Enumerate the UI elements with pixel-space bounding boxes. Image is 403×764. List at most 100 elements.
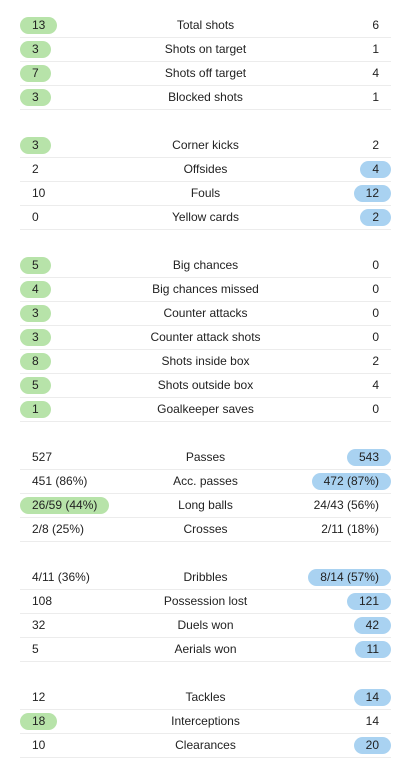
home-value: 2/8 (25%) (20, 521, 96, 538)
stat-label: Big chances (172, 258, 239, 272)
stat-row: 4 Big chances missed 0 (20, 278, 391, 302)
home-value: 5 (20, 641, 51, 658)
away-value: 8/14 (57%) (308, 569, 391, 586)
stat-label: Shots inside box (161, 354, 250, 368)
home-value-text: 4 (20, 281, 51, 298)
stat-row: 108 Possession lost 121 (20, 590, 391, 614)
away-value: 42 (353, 617, 391, 634)
stat-row: 3 Counter attacks 0 (20, 302, 391, 326)
away-value: 472 (87%) (311, 473, 391, 490)
stat-label: Clearances (175, 738, 236, 752)
home-value-text: 10 (32, 186, 46, 200)
away-value: 20 (353, 737, 391, 754)
stat-label: Total shots (176, 18, 235, 32)
stat-row: 10 Fouls 12 (20, 182, 391, 206)
stats-group: 527 Passes 543 451 (86%) Acc. passes 472 (87%… (20, 446, 391, 542)
home-value: 5 (20, 377, 51, 394)
home-value: 26/59 (44%) (20, 497, 110, 514)
away-value: 0 (360, 401, 391, 418)
home-value: 3 (20, 305, 51, 322)
stat-row: 7 Shots off target 4 (20, 62, 391, 86)
home-value: 18 (20, 713, 58, 730)
away-value: 4 (360, 161, 391, 178)
home-value-text: 1 (20, 401, 51, 418)
stat-row: 2/8 (25%) Crosses 2/11 (18%) (20, 518, 391, 542)
away-value-text: 4 (372, 66, 379, 80)
stats-group: 3 Corner kicks 2 2 Offsides 4 10 Fouls 12 0 Yellow… (20, 134, 391, 230)
home-value-text: 3 (20, 137, 51, 154)
stat-row: 0 Yellow cards 2 (20, 206, 391, 230)
away-value-text: 1 (372, 42, 379, 56)
stat-label: Interceptions (171, 714, 240, 728)
away-value: 14 (354, 713, 391, 730)
home-value-text: 2 (32, 162, 39, 176)
stat-row: 18 Interceptions 14 (20, 710, 391, 734)
stat-label: Shots on target (164, 42, 247, 56)
away-value: 0 (360, 305, 391, 322)
stat-row: 451 (86%) Acc. passes 472 (87%) (20, 470, 391, 494)
away-value-text: 2 (372, 138, 379, 152)
home-value-text: 3 (20, 305, 51, 322)
away-value: 2/11 (18%) (309, 521, 391, 538)
away-value: 11 (354, 641, 391, 658)
home-value-text: 0 (32, 210, 39, 224)
stat-label: Shots outside box (157, 378, 254, 392)
home-value: 32 (20, 617, 57, 634)
home-value-text: 5 (20, 377, 51, 394)
home-value: 12 (20, 689, 57, 706)
away-value: 12 (353, 185, 391, 202)
stat-row: 1 Goalkeeper saves 0 (20, 398, 391, 422)
away-value-text: 543 (346, 449, 391, 466)
home-value: 1 (20, 401, 51, 418)
away-value: 121 (346, 593, 391, 610)
stat-label: Offsides (183, 162, 228, 176)
home-value: 10 (20, 185, 57, 202)
home-value-text: 2/8 (25%) (32, 522, 85, 536)
stat-label: Fouls (190, 186, 221, 200)
stat-label: Goalkeeper saves (157, 402, 254, 416)
stats-group: 13 Total shots 6 3 Shots on target 1 7 Shots of… (20, 14, 391, 110)
away-value-text: 2 (372, 354, 379, 368)
away-value-text: 12 (353, 185, 391, 202)
stat-label: Corner kicks (172, 138, 239, 152)
home-value: 10 (20, 737, 57, 754)
stat-label: Counter attacks (163, 306, 248, 320)
home-value-text: 18 (20, 713, 58, 730)
stat-label: Blocked shots (168, 90, 243, 104)
away-value: 2 (360, 209, 391, 226)
away-value-text: 6 (372, 18, 379, 32)
home-value: 0 (20, 209, 51, 226)
home-value: 3 (20, 329, 51, 346)
home-value-text: 527 (32, 450, 53, 464)
away-value-text: 121 (346, 593, 391, 610)
home-value: 4 (20, 281, 51, 298)
stat-row: 12 Tackles 14 (20, 686, 391, 710)
away-value-text: 42 (353, 617, 391, 634)
away-value-text: 2/11 (18%) (321, 522, 379, 536)
stats-group: 12 Tackles 14 18 Interceptions 14 10 Clearances… (20, 686, 391, 758)
stat-label: Yellow cards (172, 210, 239, 224)
away-value-text: 0 (372, 306, 379, 320)
away-value-text: 24/43 (56%) (313, 498, 379, 512)
stat-row: 3 Shots on target 1 (20, 38, 391, 62)
away-value-text: 1 (372, 90, 379, 104)
away-value: 1 (360, 41, 391, 58)
home-value-text: 10 (32, 738, 46, 752)
away-value: 543 (346, 449, 391, 466)
away-value-text: 2 (360, 209, 391, 226)
stat-label: Tackles (185, 690, 226, 704)
away-value-text: 0 (372, 402, 379, 416)
away-value: 2 (360, 137, 391, 154)
away-value: 24/43 (56%) (302, 497, 391, 514)
stat-row: 5 Aerials won 11 (20, 638, 391, 662)
stats-group: 4/11 (36%) Dribbles 8/14 (57%) 108 Possessio… (20, 566, 391, 662)
home-value: 527 (20, 449, 64, 466)
away-value: 4 (360, 65, 391, 82)
away-value-text: 14 (365, 714, 379, 728)
stat-label: Shots off target (164, 66, 247, 80)
home-value: 2 (20, 161, 51, 178)
home-value-text: 108 (32, 594, 53, 608)
stat-row: 32 Duels won 42 (20, 614, 391, 638)
home-value-text: 7 (20, 65, 51, 82)
away-value-text: 0 (372, 330, 379, 344)
